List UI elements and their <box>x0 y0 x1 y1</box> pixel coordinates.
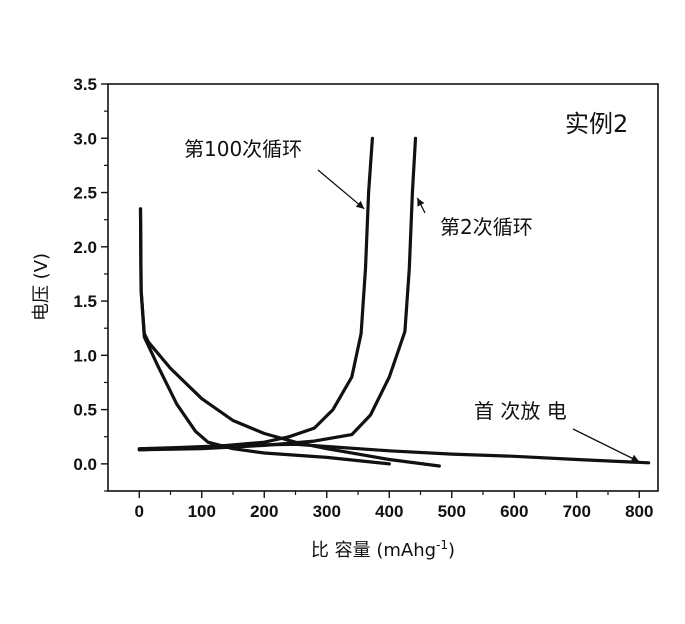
x-tick-label: 200 <box>250 502 278 521</box>
series-line-4 <box>137 136 374 452</box>
annotation-arrow <box>416 197 426 214</box>
annotation-arrow <box>572 428 640 463</box>
series-line-1 <box>138 207 441 468</box>
x-tick-label: 600 <box>500 502 528 521</box>
y-tick-label: 2.0 <box>73 238 97 257</box>
y-tick-label: 1.5 <box>73 292 97 311</box>
x-tick-label: 0 <box>135 502 144 521</box>
y-axis-ticks: 0.0 0.5 1.0 1.5 2.0 2.5 3.0 3.5 <box>73 75 108 492</box>
x-tick-label: 500 <box>438 502 466 521</box>
y-tick-label: 3.0 <box>73 129 97 148</box>
y-tick-label: 1.0 <box>73 346 97 365</box>
annotation-label: 第100次循环 <box>184 137 302 161</box>
y-tick-label: 0.0 <box>73 455 97 474</box>
annotation-label: 首 次放 电 <box>474 399 567 423</box>
x-axis-title-end: ) <box>448 540 455 561</box>
annotation-arrow <box>317 169 365 210</box>
y-axis-title: 电压 (V) <box>31 253 52 321</box>
annotation-label: 第2次循环 <box>440 215 533 239</box>
x-axis-title-main: 比 容量 (mAhg <box>311 540 436 561</box>
series-line-3 <box>138 207 391 466</box>
series-layer <box>137 136 651 468</box>
series-line-2 <box>137 136 418 452</box>
x-tick-label: 300 <box>313 502 341 521</box>
x-axis-title-sup: -1 <box>436 538 448 552</box>
x-tick-label: 700 <box>563 502 591 521</box>
panel-tag: 实例2 <box>565 110 628 138</box>
x-tick-label: 100 <box>188 502 216 521</box>
x-tick-label: 800 <box>625 502 653 521</box>
x-axis-title: 比 容量 (mAhg-1) <box>311 538 455 561</box>
x-axis-ticks: 0 100 200 300 400 500 600 700 800 <box>135 491 653 521</box>
y-tick-label: 3.5 <box>73 75 97 94</box>
x-tick-label: 400 <box>375 502 403 521</box>
y-tick-label: 0.5 <box>73 401 97 420</box>
plot-frame <box>107 83 659 492</box>
y-tick-label: 2.5 <box>73 184 97 203</box>
